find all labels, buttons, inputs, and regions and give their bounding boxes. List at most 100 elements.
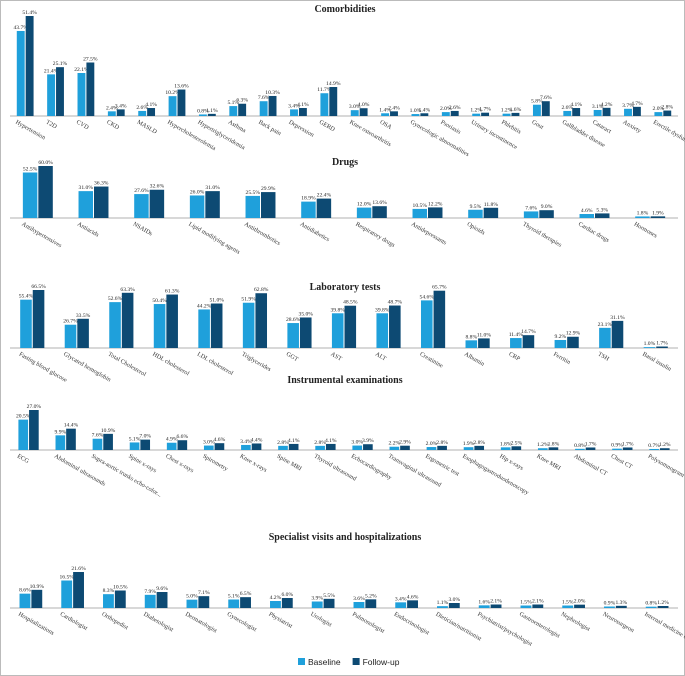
bar <box>177 89 186 116</box>
bar <box>420 113 429 116</box>
bar <box>107 111 116 116</box>
bar <box>520 605 532 608</box>
value-label: 55.4% <box>19 294 34 300</box>
bar <box>574 604 585 608</box>
bar <box>428 207 443 218</box>
bar <box>278 445 288 450</box>
bar <box>650 216 666 218</box>
value-label: 1.0% <box>644 341 656 347</box>
bar <box>381 113 390 116</box>
value-label: 2.1% <box>490 599 502 605</box>
bar <box>649 448 659 450</box>
value-label: 21.4% <box>44 68 59 74</box>
value-label: 10.5% <box>113 585 128 591</box>
bar <box>92 438 103 450</box>
value-label: 28.6% <box>286 317 301 323</box>
bar <box>376 313 389 348</box>
bar <box>31 589 43 608</box>
value-label: 1.1% <box>437 600 449 606</box>
bar <box>635 216 650 218</box>
bar <box>350 110 359 116</box>
value-label: 10.2% <box>165 90 180 96</box>
value-label: 8.8% <box>465 334 477 340</box>
value-label: 2.8% <box>436 440 448 446</box>
bar <box>344 305 357 348</box>
panel-title: Instrumental examinations <box>287 375 402 386</box>
bar <box>109 302 121 348</box>
value-label: 7.6% <box>92 433 104 439</box>
bar <box>198 114 207 116</box>
value-label: 4.9% <box>166 437 178 443</box>
value-label: 8.3% <box>103 588 115 594</box>
bar <box>77 73 86 116</box>
value-label: 31.0% <box>79 185 94 191</box>
value-label: 3.1% <box>592 104 604 110</box>
bar <box>315 445 325 450</box>
panel-title: Specialist visits and hospitalizations <box>269 532 422 543</box>
value-label: 0.8% <box>645 601 657 607</box>
value-label: 1.2% <box>501 108 513 114</box>
panel-title: Laboratory tests <box>310 282 381 293</box>
value-label: 1.9% <box>652 210 664 216</box>
bar <box>290 109 298 116</box>
value-label: 3.0% <box>351 440 363 446</box>
bar <box>144 594 156 608</box>
value-label: 27.6% <box>134 188 149 194</box>
value-label: 1.8% <box>637 210 649 216</box>
bar <box>205 191 220 218</box>
bar <box>502 113 511 116</box>
bar <box>622 447 633 450</box>
bar <box>203 445 214 450</box>
bar <box>245 195 260 218</box>
bar <box>94 186 109 218</box>
bar <box>299 317 312 348</box>
panel-title: Drugs <box>332 157 358 168</box>
bar <box>198 596 210 608</box>
value-label: 0.8% <box>574 443 586 449</box>
value-label: 3.6% <box>353 596 365 602</box>
value-label: 11.8% <box>484 202 499 208</box>
bar <box>411 114 420 116</box>
value-label: 10.9% <box>30 584 45 590</box>
value-label: 4.1% <box>325 438 337 444</box>
bar <box>116 109 125 116</box>
bar <box>420 300 433 348</box>
value-label: 26.0% <box>190 189 205 195</box>
bar <box>198 309 210 348</box>
value-label: 3.4% <box>395 596 407 602</box>
bar <box>365 599 377 608</box>
value-label: 9.2% <box>555 334 567 340</box>
bar <box>47 74 56 116</box>
value-label: 4.1% <box>145 102 157 108</box>
value-label: 18.9% <box>301 196 316 202</box>
bar <box>268 95 277 116</box>
bar <box>25 16 34 116</box>
bar <box>532 604 544 608</box>
bar <box>168 96 177 116</box>
value-label: 4.2% <box>601 102 613 108</box>
value-label: 9.0% <box>541 204 553 210</box>
value-label: 2.4% <box>106 105 118 111</box>
value-label: 63.3% <box>120 287 135 293</box>
value-label: 1.9% <box>463 441 475 447</box>
value-label: 3.0% <box>349 104 361 110</box>
value-label: 39.8% <box>375 307 390 313</box>
value-label: 2.0% <box>653 106 665 112</box>
bar <box>541 101 550 116</box>
legend-label: Baseline <box>308 657 341 667</box>
bar <box>663 110 672 116</box>
bar <box>437 606 448 608</box>
bar <box>29 410 39 450</box>
value-label: 21.6% <box>71 566 86 572</box>
value-label: 1.2% <box>659 442 671 448</box>
value-label: 48.5% <box>343 300 358 306</box>
value-label: 14.9% <box>326 81 341 87</box>
value-label: 1.4% <box>379 107 391 113</box>
legend-swatch <box>352 658 360 665</box>
bar <box>18 419 29 450</box>
bar <box>579 214 594 218</box>
bar <box>595 213 610 218</box>
bar <box>16 30 25 116</box>
bar <box>134 194 149 218</box>
bar <box>472 113 481 116</box>
